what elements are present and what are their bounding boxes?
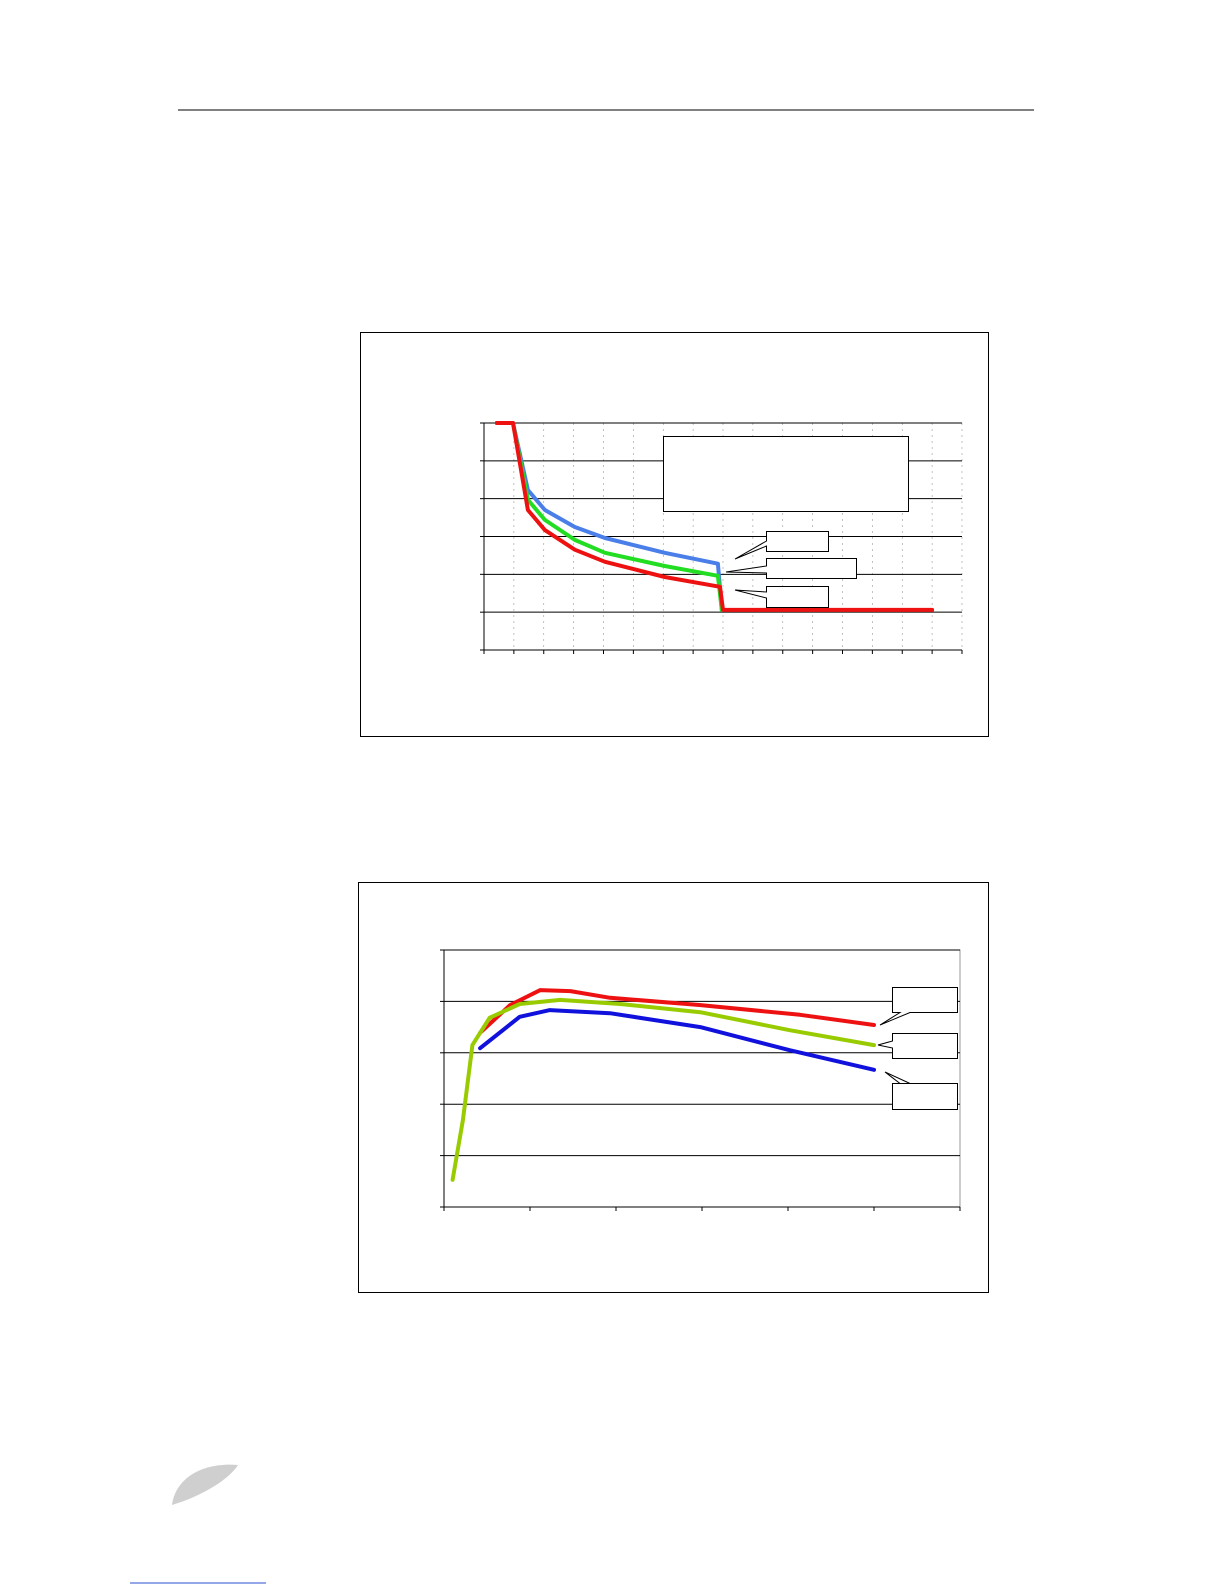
callout (884, 1071, 958, 1110)
callout (877, 1033, 958, 1059)
callout (734, 586, 829, 608)
series-line (478, 1008, 876, 1072)
annotations (663, 436, 958, 1110)
plot-frame (443, 949, 961, 1208)
callout (734, 531, 829, 560)
text-box (663, 436, 909, 512)
chart-frame (358, 882, 989, 1293)
series-line (478, 988, 876, 1035)
callout (725, 558, 857, 579)
chart-frame (360, 332, 989, 737)
logo-swoosh (172, 1464, 238, 1505)
series-line (494, 421, 935, 612)
series-line (450, 997, 876, 1182)
callout (879, 987, 958, 1026)
